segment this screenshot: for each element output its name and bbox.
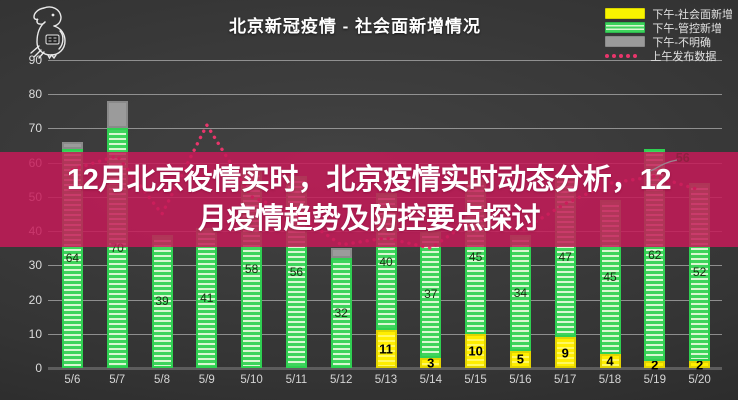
bar-value-label: 3: [427, 355, 435, 371]
bar-segment-social: [554, 337, 576, 368]
bar-segment-unclear: [330, 248, 352, 259]
x-axis-tick-label: 5/7: [109, 374, 126, 386]
yellow-bar-icon: [605, 8, 646, 19]
bar-segment-social: [599, 354, 621, 368]
bar-value-label: 11: [379, 341, 393, 357]
x-axis-tick-label: 5/9: [198, 374, 215, 386]
bar-value-label: 40: [379, 254, 393, 269]
bar-value-label: 39: [155, 294, 169, 309]
bar-segment-unclear: [106, 101, 128, 129]
annotation-leader-line: [649, 159, 677, 172]
bar-value-label: 37: [424, 287, 438, 302]
bar-value-label: 9: [561, 345, 569, 361]
y-axis-tick-label: 20: [28, 292, 42, 307]
parrot-mascot-icon: [30, 6, 66, 60]
y-axis-tick-label: 30: [28, 258, 42, 273]
x-axis-tick-label: 5/20: [688, 374, 711, 386]
gridline-y70: [48, 128, 722, 130]
bar-segment-unclear: [61, 142, 83, 149]
red-dotted-line-icon: [605, 51, 643, 60]
x-axis-tick-label: 5/10: [240, 374, 263, 386]
bar-value-label: 41: [200, 290, 214, 305]
bar-segment-social: [465, 333, 487, 368]
legend-label: 上午发布数据: [650, 50, 717, 63]
banner-text-line2: 月疫情趋势及防控要点探讨: [197, 202, 541, 235]
x-axis-tick-label: 5/8: [154, 374, 170, 386]
legend-item: 下午-社会面新增: [605, 7, 733, 21]
bar-segment-social: [644, 361, 666, 368]
bar-value-label: 58: [244, 261, 259, 276]
x-axis-tick-label: 5/11: [285, 374, 308, 386]
x-axis-tick-label: 5/14: [419, 374, 442, 386]
x-axis-tick-label: 5/19: [643, 374, 666, 386]
bar-value-label: 47: [558, 249, 572, 264]
bar-value-label: 34: [513, 285, 528, 300]
legend-item: 上午发布数据: [605, 49, 733, 63]
x-axis-tick-label: 5/6: [64, 374, 81, 386]
bar-segment-social: [509, 350, 531, 368]
bar-value-label: 10: [468, 343, 483, 359]
bar-segment-social: [689, 361, 711, 368]
bar-value-label: 5: [516, 351, 525, 367]
bar-value-label: 2: [651, 357, 659, 373]
bar-value-label: 64: [65, 251, 80, 266]
legend-label: 下午-社会面新增: [652, 8, 733, 21]
legend: 下午-社会面新增 下午-管控新增 下午-不明确 上午发布数据: [605, 7, 733, 63]
x-axis-tick-label: 5/15: [464, 374, 487, 386]
green-striped-bar-icon: [605, 22, 646, 33]
x-axis-tick-label: 5/17: [553, 374, 577, 386]
x-axis-tick-label: 5/13: [374, 374, 398, 386]
legend-item: 下午-管控新增: [605, 21, 733, 35]
legend-label: 下午-管控新增: [652, 22, 722, 35]
gridline-y90: [48, 60, 722, 61]
chart-title: 北京新冠疫情 - 社会面新增情况: [228, 17, 482, 36]
y-axis-tick-label: 90: [28, 53, 42, 67]
bar-value-label: 62: [648, 248, 662, 263]
bar-value-label: 52: [692, 265, 707, 280]
legend-item: 下午-不明确: [605, 35, 733, 49]
legend-label: 下午-不明确: [652, 36, 711, 49]
bar-value-label: 2: [695, 357, 704, 373]
mascot-badge: [45, 34, 60, 45]
bar-value-label: 56: [289, 265, 304, 280]
overlay-banner: 12月北京役情实时，北京疫情实时动态分析，12 月疫情趋势及防控要点探讨: [0, 152, 738, 247]
bar-value-label: 45: [468, 249, 483, 264]
y-axis-tick-label: 70: [28, 121, 42, 136]
x-axis-tick-label: 5/18: [598, 374, 622, 386]
y-axis-tick-label: 80: [28, 87, 42, 102]
bar-value-label: 4: [606, 353, 614, 369]
x-axis-tick-label: 5/12: [329, 374, 353, 386]
y-axis-tick-label: 0: [35, 361, 42, 375]
banner-text-line1: 12月北京役情实时，北京疫情实时动态分析，12: [66, 163, 672, 196]
gray-bar-icon: [605, 36, 646, 47]
bar-value-label: 32: [334, 306, 348, 321]
bar-segment-social: [375, 330, 397, 368]
gridline-y0: [48, 367, 722, 370]
bar-segment-control: [330, 258, 352, 368]
bar-segment-social: [420, 357, 442, 368]
x-axis-tick-label: 5/16: [509, 374, 532, 386]
bar-value-label: 45: [603, 270, 617, 285]
y-axis-tick-label: 10: [28, 326, 42, 341]
gridline-y80: [48, 94, 722, 96]
